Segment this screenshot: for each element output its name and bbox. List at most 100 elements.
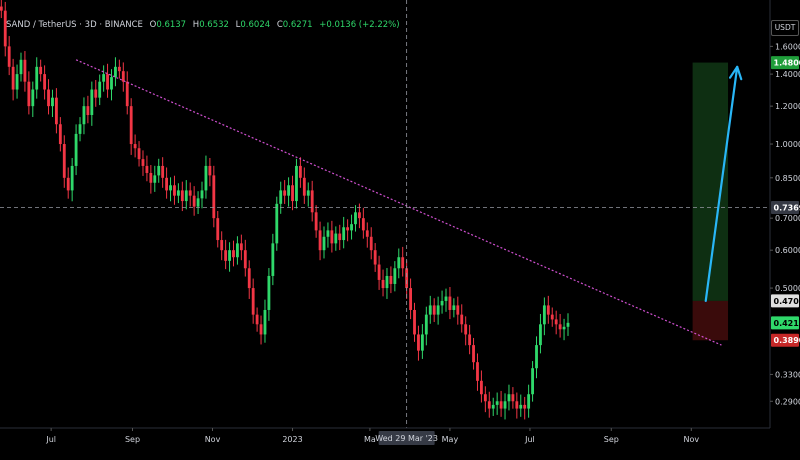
time-axis[interactable]: Jul Sep Nov 2023 Ma May Jul Sep Nov Wed 29 Mar '2… [45,428,699,445]
candle-body [566,322,570,327]
price-badge-crosshair: 0.7369 [771,200,800,214]
crosshair-date-label: Wed 29 Mar '23 [375,434,438,443]
candle-body [539,324,542,346]
low-label: L [235,20,241,30]
candle-body [330,230,334,244]
candle-body [322,236,326,251]
candle-body [192,195,196,207]
candle-body [562,326,566,330]
candle-body [15,74,19,90]
candle-body [224,250,228,261]
price-badge-background [771,294,799,308]
price-badge-background [771,200,799,214]
candle-body [161,165,165,178]
candle-body [208,165,212,176]
candle-body [243,250,247,269]
candle-body [519,404,523,409]
candle-body [393,268,397,284]
crosshair-date-background [378,431,435,445]
price-badge-background [771,56,799,70]
candle-body [550,314,554,320]
candle-body [302,177,306,196]
candle-body [515,401,519,409]
candle-body [346,227,350,231]
candle-body [417,334,420,351]
time-tick-label: Nov [205,435,221,444]
candle-body [413,309,416,335]
candle-body [74,133,78,166]
price-tick-label: 1.2000 [775,102,800,111]
candle-body [23,59,27,82]
currency-button[interactable]: USDT [771,20,799,36]
candle-body [247,268,251,289]
candle-body [239,243,243,251]
candle-body [204,165,208,191]
candle-body [121,71,125,82]
close-value: 0.6271 [282,20,313,30]
high-label: H [192,20,200,30]
candle-body [102,74,106,82]
candle-body [535,345,538,369]
candle-body [47,89,50,107]
price-badge-background [771,333,799,347]
candle-body [141,159,145,166]
symbol-name[interactable]: SAND / TetherUS · 3D · BINANCE [6,20,143,30]
candle-body [62,144,66,178]
change-value: +0.0136 (+2.22%) [319,20,400,30]
candle-body [334,233,338,244]
candle-body [133,144,137,149]
candle-body [503,401,507,409]
candle-body [82,106,86,125]
candle-body [251,288,255,315]
candle-body [267,275,271,310]
candle-body [420,334,424,351]
candle-body [444,296,448,301]
candle-body [180,190,184,202]
candle-body [125,81,129,107]
candle-body [424,314,428,335]
candle-body [546,305,550,315]
candle-body [472,345,475,363]
trendline [75,59,722,346]
candle-body [448,296,452,310]
candle-body [58,124,62,145]
candle-body [554,319,558,325]
candle-body [397,257,401,269]
candle-body [263,309,267,335]
candle-body [216,218,220,241]
candle-body [169,185,172,191]
candle-body [306,190,310,196]
price-badge-stop: 0.3890 [771,333,800,347]
candle-body [19,59,23,75]
candle-body [527,394,531,409]
candle-body [259,324,263,335]
candle-body [436,305,440,315]
symbol-legend: SAND / TetherUS · 3D · BINANCE O0.6137 H… [6,20,400,30]
candle-body [279,190,283,204]
candle-body [381,279,385,289]
candle-body [31,89,35,107]
candle-body [114,66,117,78]
candle-body [176,190,180,196]
candle-body [110,77,113,90]
candle-body [232,250,235,258]
candle-body [149,172,153,183]
candle-body [440,300,444,306]
candle-body [531,368,534,395]
candle-body [464,324,468,335]
candle-body [98,81,102,98]
candle-body [35,66,39,90]
candle-body [173,185,176,196]
candle-body [283,190,287,196]
candle-body [287,185,291,196]
